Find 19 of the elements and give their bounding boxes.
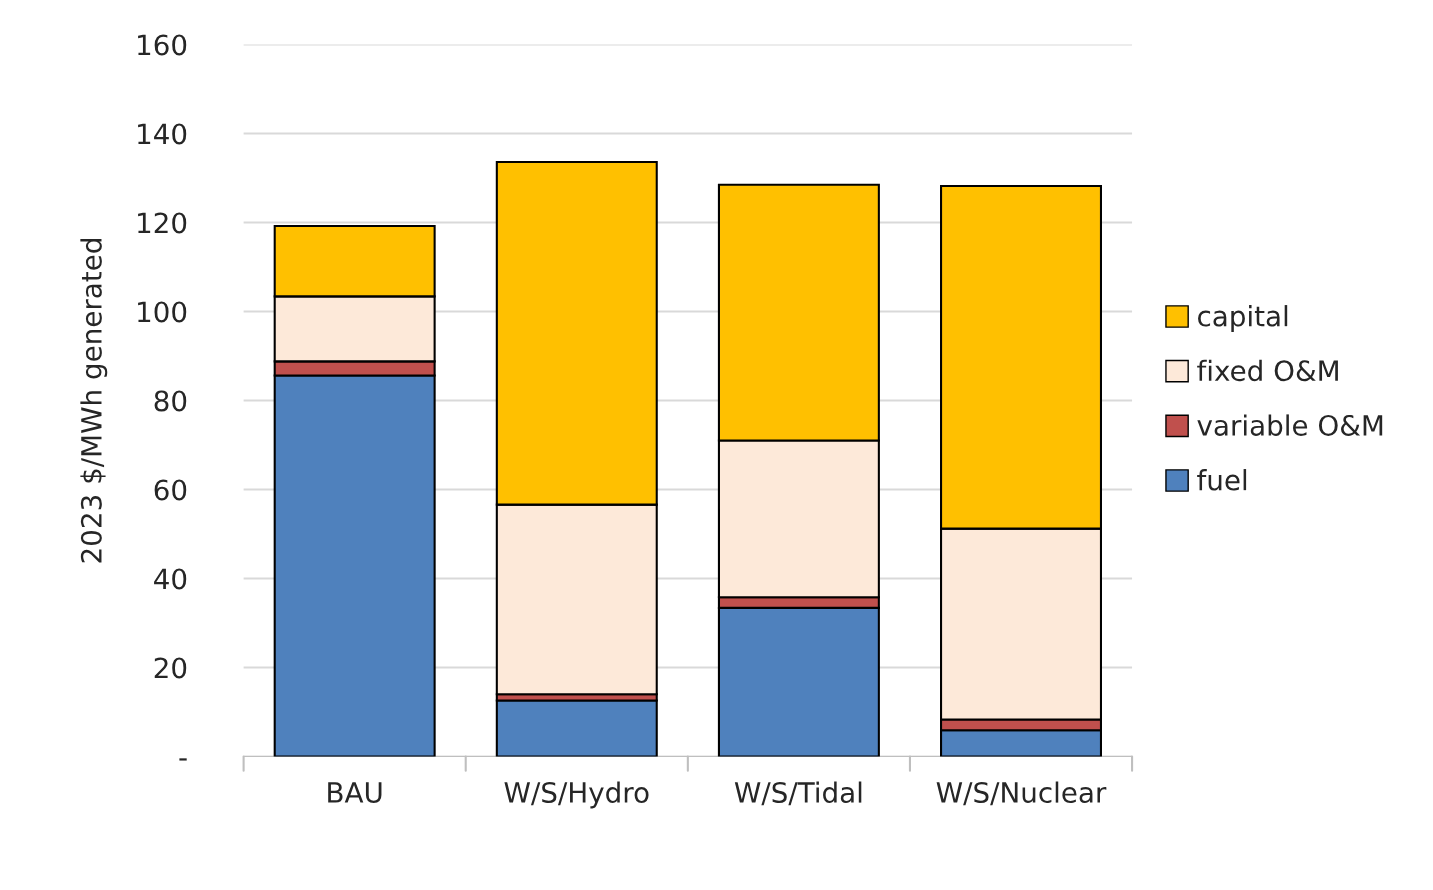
y-tick-label: - [179, 758, 187, 761]
y-tick-label: 20 [154, 657, 187, 679]
y-tick-label: 140 [138, 123, 187, 145]
bar [495, 699, 658, 757]
y-tick-label: 40 [154, 568, 187, 590]
legend-label: capital [1198, 305, 1288, 332]
x-tick-label: W/S/Nuclear [936, 781, 1107, 806]
x-tick-label: W/S/Tidal [734, 781, 862, 806]
y-tick-label: 80 [154, 390, 187, 412]
y-tick-label: 60 [154, 479, 187, 501]
legend-label: variable O&M [1197, 414, 1383, 436]
legend-label: fuel [1197, 469, 1247, 491]
x-tick-label: W/S/Hydro [504, 781, 649, 809]
y-axis-title: 2023 $/MWh generated [80, 239, 108, 563]
x-tick-label: BAU [328, 782, 382, 803]
y-tick-label: 120 [138, 212, 187, 234]
y-tick-label: 100 [138, 301, 187, 323]
y-tick-label: 160 [138, 34, 187, 56]
legend-label: fixed O&M [1197, 359, 1338, 382]
